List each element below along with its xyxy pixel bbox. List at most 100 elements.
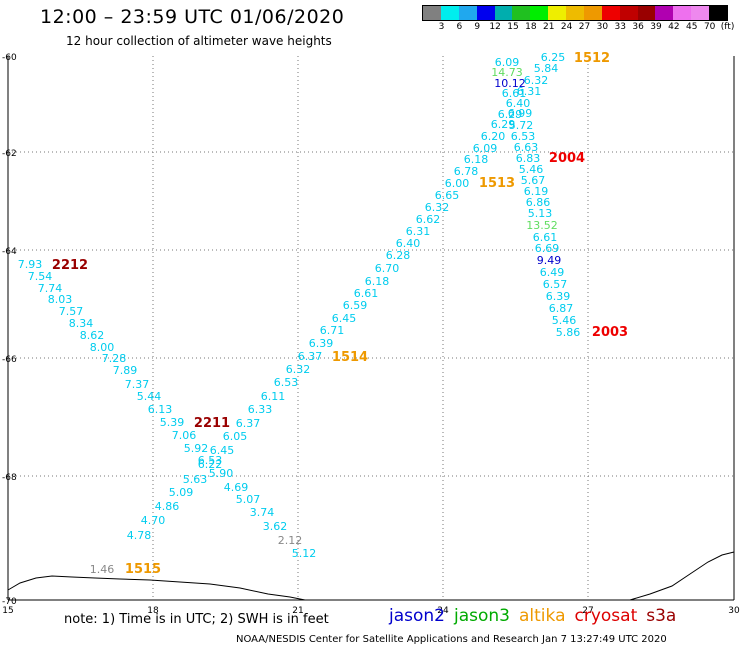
longitude-tick-label: 18 [147,606,159,616]
swh-value: 3.62 [263,520,288,533]
swh-value: 6.57 [543,278,568,291]
color-swatch [548,6,566,20]
swh-value: 6.25 [541,51,566,64]
color-scale-label: 39 [650,22,662,32]
swh-value: 8.62 [80,329,105,342]
swh-value: 6.22 [198,458,223,471]
swh-value: 6.31 [406,225,431,238]
pass-id-label: 1515 [125,562,161,577]
swh-value: 6.20 [481,130,506,143]
color-scale-label: 30 [596,22,609,32]
swh-value: 6.86 [526,196,551,209]
latitude-tick-label: -60 [2,53,17,63]
color-scale-label: 24 [560,22,573,32]
color-scale-label: 12 [489,22,501,32]
swh-value: 5.72 [509,119,534,132]
swh-value: 9.49 [537,254,562,267]
swh-value: 6.29 [491,118,516,131]
color-scale-label: 21 [543,22,555,32]
swh-value: 6.99 [508,107,533,120]
page-subtitle: 12 hour collection of altimeter wave hei… [66,34,332,48]
swh-value: 5.86 [556,326,581,339]
color-scale-label: 42 [668,22,680,32]
legend-item-jason3: jason3 [454,606,510,626]
latitude-tick-label: -70 [2,597,17,607]
swh-value: 5.63 [183,473,208,486]
swh-value: 8.00 [90,341,115,354]
swh-value: 6.37 [236,417,261,430]
map-gridlines [8,56,734,600]
swh-value: 6.09 [495,56,520,69]
swh-value: 6.45 [332,312,357,325]
footer-note: note: 1) Time is in UTC; 2) SWH is in fe… [64,612,329,627]
swh-value: 7.74 [38,282,63,295]
latitude-tick-label: -64 [2,247,17,257]
swh-value: 8.03 [48,293,73,306]
color-swatch [512,6,531,20]
credit-line: NOAA/NESDIS Center for Satellite Applica… [236,634,667,645]
swh-value: 7.93 [18,258,43,271]
swh-value: 5.90 [209,467,234,480]
swh-value: 6.53 [511,130,536,143]
swh-value: 5.92 [184,442,209,455]
longitude-tick-label: 15 [2,606,13,616]
swh-value: 5.39 [160,416,185,429]
swh-value: 5.44 [137,390,162,403]
longitude-tick-label: 30 [728,606,740,616]
swh-value: 6.18 [464,153,489,166]
swh-value: 6.39 [546,290,571,303]
longitude-tick-label: 27 [582,606,593,616]
pass-id-label: 1514 [332,350,368,365]
swh-value: 6.33 [248,403,273,416]
color-scale-label: 33 [614,22,626,32]
antarctic-coastline [7,575,306,601]
color-swatch [691,6,709,20]
swh-value: 6.59 [343,299,368,312]
swh-value: 6.70 [375,262,400,275]
swh-value: 6.53 [274,376,299,389]
swh-value: 8.34 [69,317,94,330]
swh-value: 6.61 [502,87,527,100]
latitude-tick-label: -66 [2,355,17,365]
swh-value: 6.19 [524,185,549,198]
swh-value: 6.28 [386,249,411,262]
swh-value: 6.37 [298,350,323,363]
color-swatch [619,6,638,20]
swh-value: 6.31 [517,85,542,98]
color-swatch [440,6,459,20]
swh-value: 4.86 [155,500,180,513]
pass-id-label: 2004 [549,151,585,166]
swh-value: 4.70 [141,514,166,527]
color-scale-labels: 3 6 9 12 15 18 21 24 27 30 33 36 39 42 45 70 (ft) [422,22,740,34]
color-swatch [530,6,549,20]
swh-value: 5.12 [292,547,317,560]
longitude-tick-label: 24 [437,606,449,616]
swh-value: 6.40 [396,237,421,250]
pass-id-label: 2211 [194,416,230,431]
color-swatch [601,6,620,20]
pass-id-label: 1512 [574,51,610,66]
swh-value: 6.83 [516,152,541,165]
swh-value: 6.63 [514,141,539,154]
swh-value: 6.53 [198,454,223,467]
color-swatch [423,6,441,20]
swh-value: 10.12 [494,77,526,90]
color-scale-label: 15 [507,22,519,32]
swh-value: 5.07 [236,493,261,506]
swh-value: 14.73 [491,66,523,79]
swh-value: 7.54 [28,270,53,283]
swh-value: 4.69 [224,481,249,494]
swh-value: 6.05 [223,430,248,443]
pass-id-label: 1513 [479,176,515,191]
color-swatch [494,6,513,20]
color-scale-label: 70 [703,22,716,32]
color-swatch [476,6,495,20]
swh-value: 6.40 [506,97,531,110]
swh-value: 1.46 [90,563,115,576]
page-title: 12:00 – 23:59 UTC 01/06/2020 [40,6,345,28]
color-swatch [458,6,477,20]
color-swatch [673,6,692,20]
swh-value: 6.49 [540,266,565,279]
